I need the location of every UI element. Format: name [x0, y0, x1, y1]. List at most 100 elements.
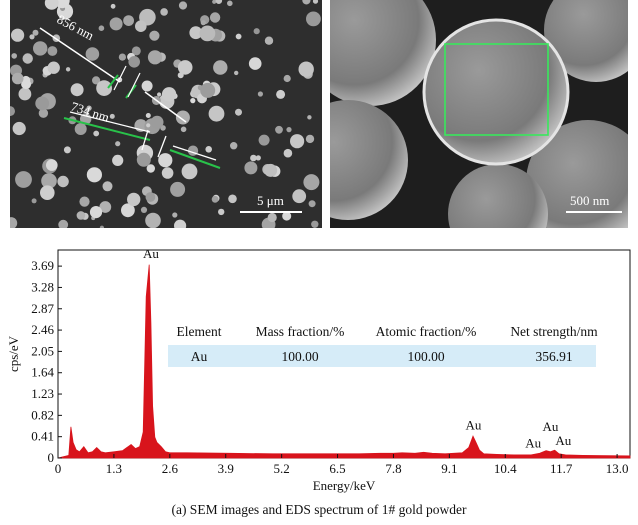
particle	[46, 159, 58, 171]
particle	[141, 80, 153, 92]
particle	[96, 80, 112, 96]
table-header-cell: Element	[177, 324, 222, 339]
particle	[76, 211, 86, 220]
particle	[177, 60, 193, 75]
particle	[211, 195, 219, 203]
particle	[235, 33, 242, 40]
particle	[286, 127, 292, 133]
particle	[140, 206, 148, 213]
particle	[118, 53, 126, 61]
particle	[215, 0, 223, 4]
particle	[200, 82, 216, 98]
peak-label: Au	[525, 436, 541, 451]
sem-image-closeup: 500 nm	[330, 0, 628, 228]
particle	[253, 28, 260, 35]
particle	[180, 126, 187, 133]
y-tick-label: 0.41	[31, 429, 54, 444]
particle	[158, 153, 173, 168]
measure-line	[169, 149, 221, 169]
particle	[306, 11, 321, 27]
particle	[276, 89, 286, 99]
particle	[190, 98, 196, 104]
particle	[181, 163, 198, 180]
particle	[305, 134, 315, 144]
particle	[147, 50, 163, 65]
particle	[235, 108, 242, 116]
x-tick-label: 13.0	[606, 461, 629, 476]
particle	[227, 0, 233, 7]
particle	[258, 134, 270, 146]
particle	[298, 61, 314, 77]
particle	[189, 26, 203, 40]
sem-closeup-svg: 500 nm	[330, 0, 628, 228]
particle	[282, 211, 292, 221]
particle	[115, 141, 121, 147]
x-tick-label: 5.2	[274, 461, 290, 476]
particle	[234, 70, 239, 76]
particle	[146, 123, 151, 128]
table-header-cell: Mass fraction/%	[256, 324, 345, 339]
particle	[11, 72, 24, 85]
particle	[302, 0, 311, 5]
particle	[93, 130, 100, 137]
sem-image-particles: 856 nm 734 nm 5 μm	[10, 0, 322, 228]
sphere	[448, 164, 548, 228]
table-cell: 100.00	[281, 349, 318, 364]
particle	[121, 203, 135, 218]
particle	[150, 115, 164, 129]
particle	[146, 164, 155, 173]
y-tick-label: 2.87	[31, 301, 54, 316]
table-header-cell: Atomic fraction/%	[376, 324, 477, 339]
particle	[21, 75, 31, 85]
particle	[57, 175, 69, 188]
particle	[135, 20, 147, 32]
particle	[131, 46, 141, 56]
particle	[205, 146, 212, 153]
table-header-cell: Net strength/nm	[510, 324, 598, 339]
sphere	[544, 0, 628, 82]
particle	[85, 47, 100, 61]
particle	[209, 12, 221, 23]
particle	[283, 74, 291, 83]
y-tick-label: 3.28	[31, 279, 54, 294]
eds-roi-box	[444, 43, 549, 136]
particle	[89, 206, 103, 219]
particle	[22, 53, 33, 64]
particle	[161, 167, 174, 179]
particle	[178, 1, 188, 10]
particle	[175, 110, 190, 125]
measure-line	[63, 117, 151, 141]
x-tick-label: 6.5	[329, 461, 345, 476]
table-cell: Au	[191, 349, 208, 364]
particle	[290, 134, 305, 149]
particle	[98, 25, 105, 32]
particle	[149, 30, 160, 41]
particle	[92, 76, 101, 85]
y-tick-label: 2.05	[31, 343, 54, 358]
peak-label: Au	[143, 246, 159, 261]
y-tick-label: 1.64	[31, 365, 54, 380]
arrow-line	[172, 145, 217, 161]
arrow-line	[69, 111, 151, 133]
particle	[307, 115, 312, 120]
table-cell: 356.91	[535, 349, 572, 364]
particle	[31, 198, 37, 204]
particle	[145, 113, 151, 118]
x-tick-label: 2.6	[162, 461, 179, 476]
particle	[200, 20, 206, 26]
particle	[99, 225, 104, 228]
measure-tick	[157, 135, 167, 158]
sphere	[330, 0, 436, 106]
particle	[212, 0, 217, 4]
peak-label: Au	[555, 433, 571, 448]
particle	[257, 91, 263, 97]
particle	[174, 219, 187, 228]
measure-tick	[113, 65, 127, 91]
particle	[127, 192, 141, 207]
measure-tick	[141, 129, 149, 151]
scale-bar-label: 500 nm	[570, 193, 609, 208]
particle	[74, 123, 87, 135]
particle	[38, 108, 49, 118]
x-tick-label: 7.8	[385, 461, 401, 476]
particle	[136, 152, 151, 167]
